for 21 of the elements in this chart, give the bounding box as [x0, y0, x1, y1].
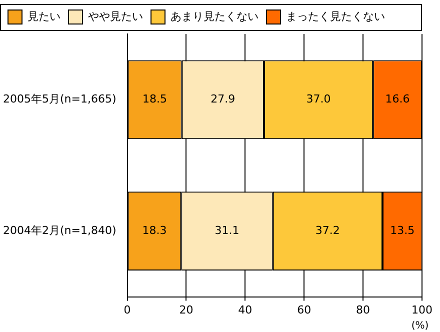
- x-tick-label: 20: [179, 303, 194, 316]
- data-label: 31.1: [214, 224, 240, 237]
- legend-label: やや見たい: [88, 10, 143, 23]
- legend-label: 見たい: [28, 10, 60, 23]
- x-tick-label: 60: [297, 303, 312, 316]
- x-tick-label: 0: [124, 303, 131, 316]
- data-label: 18.5: [142, 92, 168, 106]
- data-label: 37.2: [315, 224, 340, 237]
- data-label: 37.0: [306, 92, 331, 106]
- x-tick-label: 100: [412, 303, 432, 316]
- x-axis-title: (%): [411, 320, 429, 332]
- legend-label: あまり見たくない: [170, 10, 258, 23]
- data-label: 27.9: [210, 92, 236, 106]
- y-tick-label: 2004年2月(n=1,840): [2, 224, 116, 237]
- data-label: 16.6: [385, 92, 410, 106]
- data-label: 13.5: [390, 224, 415, 237]
- data-label: 18.3: [142, 224, 167, 237]
- x-tick-label: 80: [356, 303, 370, 316]
- legend-label: まったく見たくない: [286, 10, 385, 23]
- x-tick-label: 40: [238, 303, 252, 316]
- y-tick-label: 2005年5月(n=1,665): [2, 92, 116, 106]
